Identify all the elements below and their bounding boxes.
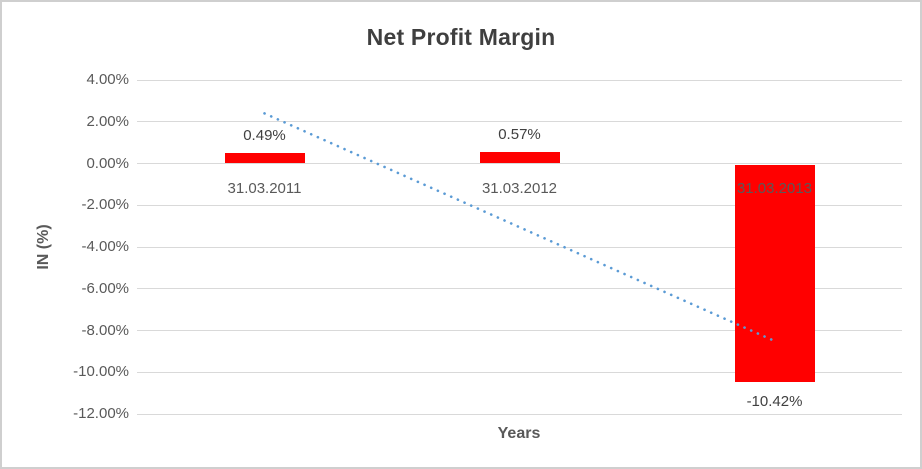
trendline: [263, 112, 776, 343]
y-axis-tick-label: -2.00%: [81, 196, 129, 214]
gridline: [137, 79, 902, 81]
gridline: [137, 288, 902, 290]
gridline: [137, 246, 902, 248]
y-axis-tick-label: 0.00%: [86, 154, 129, 172]
category-label: 31.03.2013: [736, 179, 813, 197]
bar-data-label: -10.42%: [746, 393, 803, 411]
y-axis-tick-label: -4.00%: [81, 238, 129, 255]
gridline: [137, 121, 902, 123]
y-axis-tick-label: -12.00%: [73, 405, 129, 422]
x-axis-title: Years: [497, 425, 541, 442]
category-label: 31.03.2011: [227, 179, 302, 197]
trendline-path: [263, 112, 776, 343]
gridline: [137, 330, 902, 331]
bar: [479, 151, 560, 164]
y-axis-tick-label: -8.00%: [81, 321, 129, 339]
y-axis-tick-label: 4.00%: [86, 71, 129, 88]
category-label: 31.03.2012: [481, 179, 558, 197]
chart-title: Net Profit Margin: [366, 24, 556, 50]
bar: [224, 153, 305, 164]
y-axis-tick-label: -10.00%: [73, 363, 129, 381]
gridline: [137, 371, 902, 373]
bar: [734, 164, 815, 383]
gridline: [137, 163, 902, 164]
y-axis-tick-label: -6.00%: [81, 279, 129, 297]
bar-data-label: 0.57%: [498, 125, 541, 143]
bar-data-label: 0.49%: [243, 127, 286, 145]
gridline: [137, 204, 902, 206]
gridline: [137, 413, 902, 415]
y-axis-tick-label: 2.00%: [86, 112, 129, 130]
plot-area: 31.03.2011 31.03.2012 31.03.2013 0.49% 0.57%…: [137, 79, 902, 415]
